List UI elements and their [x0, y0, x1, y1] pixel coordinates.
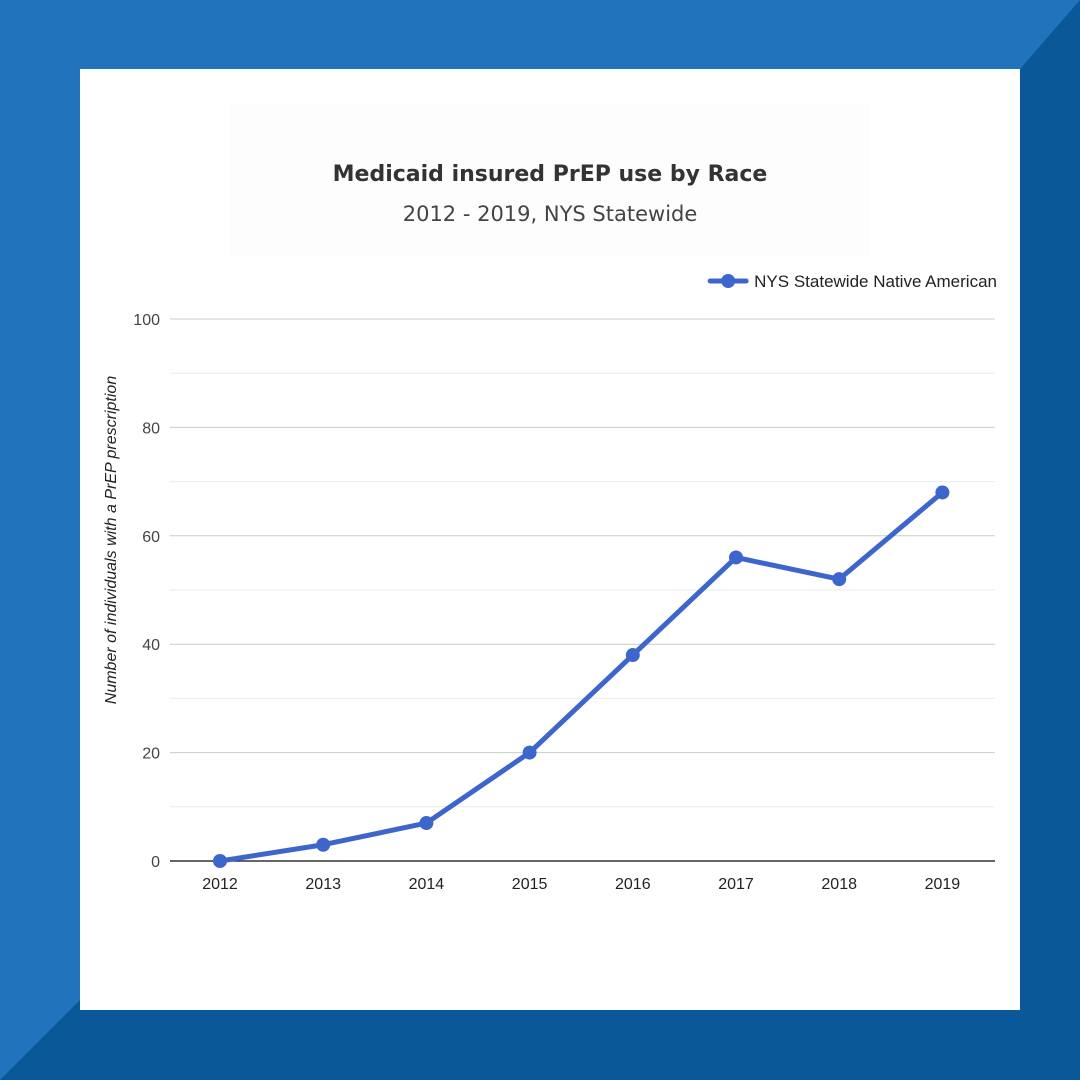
- data-point: [213, 854, 227, 868]
- series-layer: [213, 485, 950, 868]
- data-point: [832, 572, 847, 587]
- x-tick-label: 2013: [305, 876, 341, 893]
- x-tick-label: 2012: [202, 876, 238, 893]
- data-point: [522, 745, 537, 760]
- data-point: [316, 837, 331, 852]
- series-line: [217, 489, 945, 864]
- legend-label: NYS Statewide Native American: [754, 272, 997, 291]
- y-tick-label: 0: [151, 854, 160, 871]
- x-tick-label: 2015: [512, 876, 548, 893]
- data-point: [935, 485, 950, 500]
- x-tick-label: 2019: [925, 876, 961, 893]
- axes: 0 20 40 60 80 100 2012 2013 2014 2015 2016 2017 2018…: [133, 312, 995, 893]
- data-point: [625, 648, 640, 663]
- y-tick-label: 60: [142, 529, 160, 546]
- chart-subtitle: 2012 - 2019, NYS Statewide: [402, 202, 698, 226]
- x-tick-label: 2017: [718, 876, 754, 893]
- chart-card: Medicaid insured PrEP use by Race 2012 -…: [80, 69, 1020, 1010]
- data-point: [729, 550, 743, 565]
- y-tick-label: 100: [133, 312, 160, 329]
- y-axis-label: Number of individuals with a PrEP prescr…: [103, 376, 120, 705]
- x-tick-label: 2018: [821, 876, 857, 893]
- data-point: [419, 816, 434, 831]
- chart-title-block: Medicaid insured PrEP use by Race 2012 -…: [230, 105, 870, 255]
- y-tick-label: 40: [142, 637, 160, 654]
- grid-lines: [170, 318, 995, 808]
- legend-marker-swatch: [721, 274, 736, 288]
- x-tick-label: 2016: [615, 876, 651, 893]
- x-tick-label: 2014: [409, 876, 445, 893]
- y-tick-label: 20: [142, 746, 160, 763]
- line-chart: 0 20 40 60 80 100 2012 2013 2014 2015 2016 2017 2018…: [103, 272, 997, 893]
- legend: NYS Statewide Native American: [707, 272, 997, 291]
- chart-title: Medicaid insured PrEP use by Race: [332, 162, 768, 187]
- y-tick-label: 80: [142, 420, 160, 437]
